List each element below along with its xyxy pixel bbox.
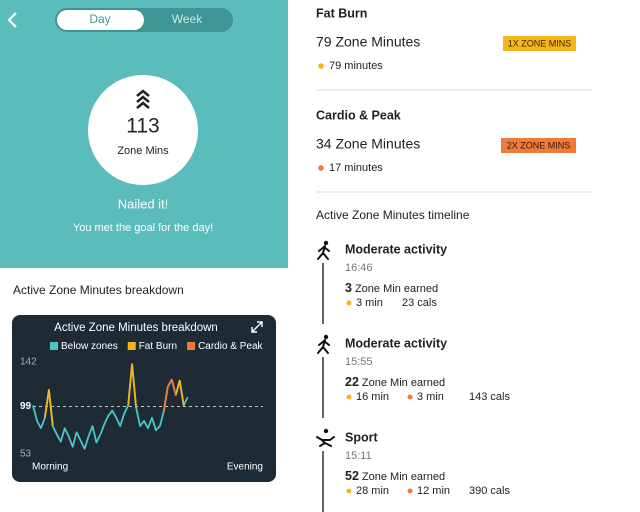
icon-body <box>316 436 335 447</box>
zone-minutes: 79 Zone Minutes <box>316 34 420 50</box>
message: You met the goal for the day! <box>73 222 213 234</box>
badge-label: 2X ZONE MINS <box>507 140 571 150</box>
dot <box>318 165 324 171</box>
section-heading: Active Zone Minutes breakdown <box>13 283 184 297</box>
dot <box>407 394 413 400</box>
earned-label: Zone Min earned <box>355 283 438 295</box>
icon-head <box>323 240 329 246</box>
legend-swatch <box>50 342 58 350</box>
dot <box>346 300 352 306</box>
expand-icon[interactable] <box>251 321 263 333</box>
legend-label: Fat Burn <box>139 341 177 352</box>
dot <box>346 488 352 494</box>
legend-swatch <box>127 342 136 350</box>
tab-label[interactable]: Week <box>172 12 203 26</box>
icon-head <box>323 428 329 434</box>
activity-icon <box>317 334 330 354</box>
earned-label: Zone Min earned <box>362 377 445 389</box>
fat-burn-minutes: 28 min <box>356 485 389 497</box>
activity-time: 15:11 <box>345 450 372 462</box>
dot <box>346 394 352 400</box>
zone-detail: 79 minutes <box>329 60 383 72</box>
zone-detail: 17 minutes <box>329 162 383 174</box>
legend-label: Cardio & Peak <box>198 341 263 352</box>
y-tick-label: 99 <box>20 401 32 412</box>
cardio-minutes: 3 min <box>417 391 444 403</box>
series-line <box>44 363 185 427</box>
tab-label[interactable]: Day <box>89 12 110 26</box>
activity-name: Moderate activity <box>345 242 447 256</box>
calories: 23 cals <box>402 297 437 309</box>
total-circle <box>88 75 198 185</box>
fat-burn-minutes: 16 min <box>356 391 389 403</box>
badge <box>501 138 576 153</box>
y-tick-label: 53 <box>20 449 32 460</box>
zone-name: Fat Burn <box>316 6 367 20</box>
dot <box>318 63 324 69</box>
activity-name: Sport <box>345 430 378 444</box>
chart-title: Active Zone Minutes breakdown <box>54 322 218 334</box>
tab-day[interactable] <box>57 10 144 30</box>
total-label: Zone Mins <box>117 145 169 157</box>
series-line <box>32 363 189 450</box>
legend-label: Below zones <box>61 341 118 352</box>
dot <box>407 488 413 494</box>
legend-swatch <box>187 342 196 350</box>
back-button[interactable] <box>7 12 17 28</box>
earned: 52 Zone Min earned <box>345 469 445 483</box>
activity-icon <box>316 428 335 447</box>
activity-name: Moderate activity <box>345 336 447 350</box>
x-label: Morning <box>32 462 68 473</box>
calories: 143 cals <box>469 391 510 403</box>
badge <box>503 36 576 51</box>
y-tick-label: 142 <box>20 357 37 368</box>
fat-burn-minutes: 3 min <box>356 297 383 309</box>
activity-time: 16:46 <box>345 262 373 274</box>
timeline-heading: Active Zone Minutes timeline <box>316 208 470 222</box>
chart-card <box>12 315 276 482</box>
x-label: Evening <box>227 462 263 473</box>
series-line <box>163 378 177 411</box>
icon-head <box>323 334 329 340</box>
zone-name: Cardio & Peak <box>316 108 401 122</box>
icon-body <box>317 339 330 354</box>
total-value: 113 <box>126 115 159 138</box>
icon-body <box>317 245 330 260</box>
earned-value: 22 <box>345 375 359 389</box>
earned: 22 Zone Min earned <box>345 375 445 389</box>
zone-icon <box>136 89 150 109</box>
status: Nailed it! <box>118 196 169 211</box>
earned-label: Zone Min earned <box>362 471 445 483</box>
activity-icon <box>317 240 330 260</box>
calories: 390 cals <box>469 485 510 497</box>
earned-value: 3 <box>345 281 352 295</box>
activity-time: 15:55 <box>345 356 373 368</box>
zone-minutes: 34 Zone Minutes <box>316 136 420 152</box>
badge-label: 1X ZONE MINS <box>508 38 572 48</box>
earned: 3 Zone Min earned <box>345 281 438 295</box>
cardio-minutes: 12 min <box>417 485 450 497</box>
earned-value: 52 <box>345 469 359 483</box>
